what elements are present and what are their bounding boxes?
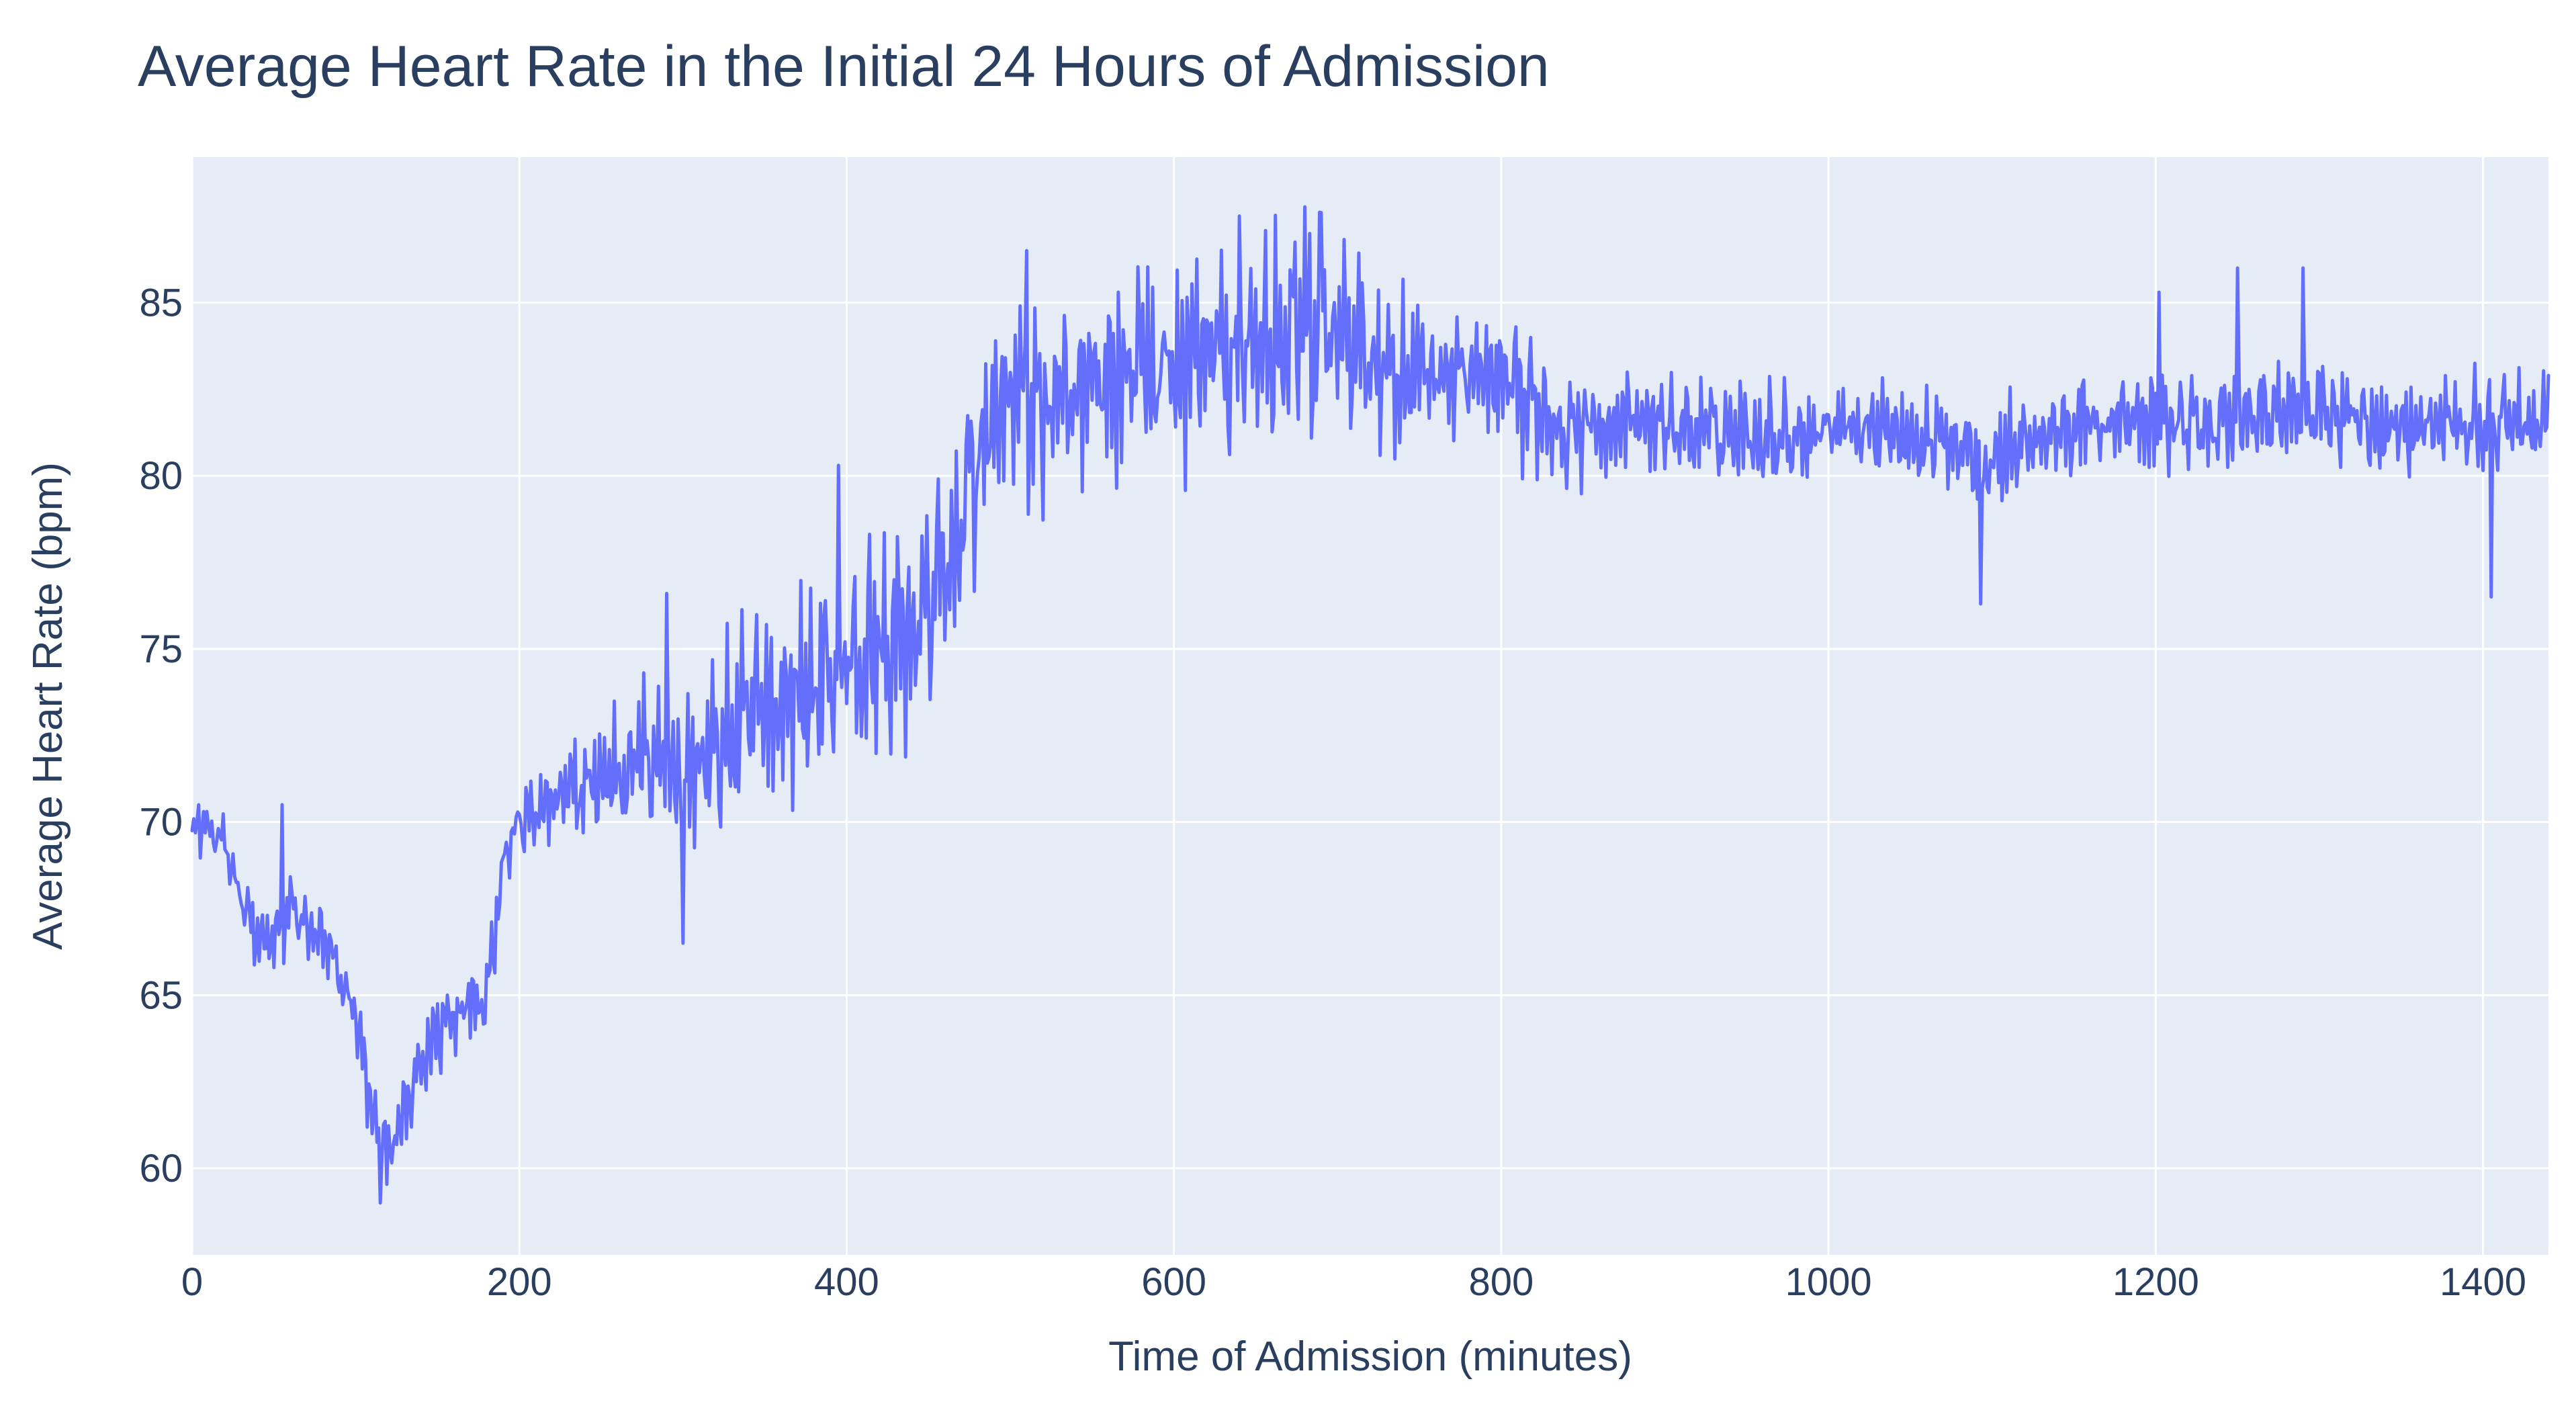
x-tick-label-400: 400 (814, 1260, 879, 1304)
y-tick-label-80: 80 (139, 454, 183, 498)
x-tick-label-1000: 1000 (1785, 1260, 1872, 1304)
x-tick-label-200: 200 (487, 1260, 552, 1304)
data-layer (190, 205, 2550, 1205)
chart-title: Average Heart Rate in the Initial 24 Hou… (138, 34, 1550, 99)
y-tick-label-75: 75 (139, 627, 183, 671)
plot-area (192, 157, 2548, 1255)
heart-rate-series-line (190, 205, 2550, 1205)
x-tick-label-0: 0 (181, 1260, 203, 1304)
x-tick-label-1200: 1200 (2113, 1260, 2199, 1304)
y-axis-label: Average Heart Rate (bpm) (25, 462, 71, 950)
x-axis-label: Time of Admission (minutes) (1108, 1333, 1632, 1380)
y-tick-label-65: 65 (139, 973, 183, 1017)
axis-labels-layer: 0 200 400 600 800 1000 1200 1400 60 65 70 75 80 85 (139, 281, 2526, 1304)
y-tick-label-70: 70 (139, 801, 183, 844)
y-tick-label-85: 85 (139, 281, 183, 324)
x-tick-label-600: 600 (1141, 1260, 1206, 1304)
y-tick-label-60: 60 (139, 1147, 183, 1190)
grid-layer (191, 157, 2548, 1255)
x-tick-label-800: 800 (1468, 1260, 1534, 1304)
x-tick-label-1400: 1400 (2440, 1260, 2526, 1304)
